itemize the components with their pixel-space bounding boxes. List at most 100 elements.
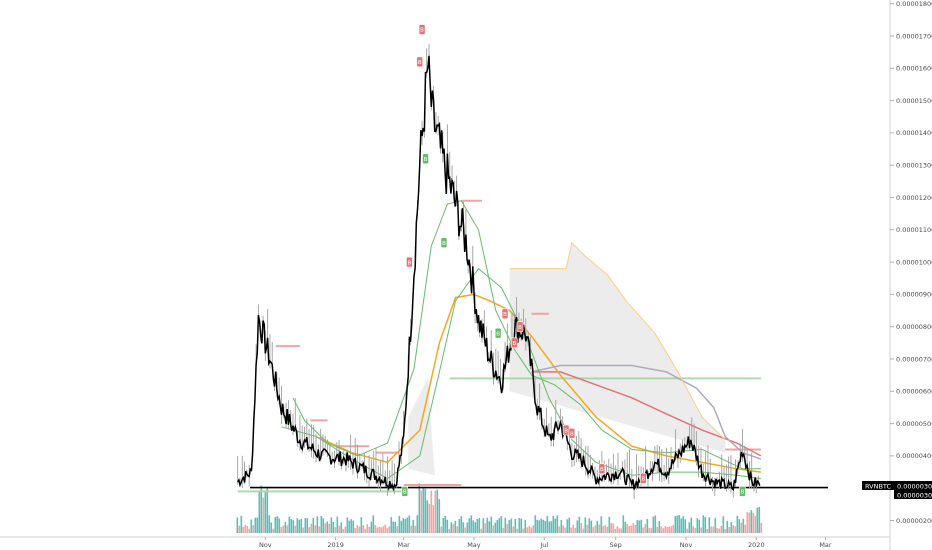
volume-bar — [330, 517, 333, 533]
volume-bar — [530, 527, 533, 533]
volume-bar — [590, 520, 593, 533]
signal-marker[interactable]: B — [562, 424, 570, 436]
volume-bar — [518, 517, 521, 533]
volume-bar — [578, 516, 581, 533]
volume-bar — [334, 527, 337, 533]
x-axis[interactable]: Nov 2019 Mar May Jul Sep Nov 2020 Mar — [0, 536, 890, 549]
volume-bar — [686, 528, 689, 533]
volume-bar — [290, 519, 293, 533]
volume-bar — [498, 518, 501, 533]
volume-bar — [280, 526, 283, 533]
volume-bar — [278, 518, 281, 533]
volume-bar — [662, 528, 665, 533]
signal-marker[interactable]: B — [640, 473, 647, 484]
volume-bar — [746, 512, 749, 533]
volume-bar — [456, 526, 459, 533]
signal-marker[interactable]: B — [406, 256, 413, 268]
volume-bar — [236, 517, 239, 533]
volume-bar — [514, 518, 517, 533]
volume-bar — [698, 519, 701, 533]
volume-bar — [364, 528, 367, 533]
volume-bar — [370, 521, 373, 533]
signal-marker[interactable]: B — [501, 308, 509, 320]
signal-marker[interactable]: B — [494, 327, 502, 339]
volume-bar — [284, 521, 287, 533]
signal-marker[interactable]: B — [418, 24, 426, 35]
volume-bar — [312, 517, 315, 533]
volume-bar — [474, 522, 477, 533]
volume-bar — [608, 516, 611, 533]
volume-bar — [684, 519, 687, 533]
volume-bar — [580, 523, 583, 533]
volume-bar — [616, 526, 619, 533]
volume-bar — [526, 527, 529, 533]
volume-bar — [478, 517, 481, 533]
volume-bar — [356, 525, 359, 533]
volume-bar — [394, 521, 397, 533]
symbol-badge-price: 0.00000306 — [897, 483, 932, 491]
volume-bar — [546, 516, 549, 533]
volume-bar — [704, 517, 707, 533]
volume-bar — [378, 526, 381, 533]
volume-bar — [724, 528, 727, 533]
signal-marker[interactable]: B — [510, 337, 518, 349]
volume-bar — [592, 527, 595, 533]
volume-bar — [666, 526, 669, 533]
signal-marker[interactable]: B — [422, 153, 429, 165]
volume-bar — [508, 520, 511, 533]
volume-bar — [644, 524, 647, 533]
volume-bar — [524, 520, 527, 533]
y-tick-label: 0.00001100 — [896, 226, 932, 234]
volume-bar — [270, 522, 273, 533]
volume-bar — [406, 517, 409, 533]
signal-marker[interactable]: B — [416, 56, 424, 68]
ichimoku-cloud-edge-line — [509, 241, 726, 441]
volume-bar — [446, 519, 449, 533]
volume-bar — [400, 520, 403, 533]
volume-bar — [624, 521, 627, 533]
volume-bar — [282, 525, 285, 533]
signal-marker[interactable]: B — [401, 486, 409, 497]
volume-bar — [552, 515, 555, 533]
volume-bar — [736, 515, 739, 533]
volume-bar — [634, 524, 637, 533]
volume-bar — [570, 527, 573, 533]
volume-bar — [740, 522, 743, 533]
volume-bar — [738, 519, 741, 533]
y-tick-label: 0.00001800 — [896, 0, 932, 8]
volume-bar — [252, 525, 255, 533]
volume-bar — [328, 523, 331, 533]
x-tick-label: 2020 — [748, 541, 765, 549]
y-axis[interactable]: 0.00001800 0.00001700 0.00001600 0.00001500… — [889, 0, 932, 550]
signal-marker[interactable]: B — [516, 321, 524, 333]
volume-bar — [268, 515, 271, 533]
volume-bar — [408, 515, 411, 533]
signal-marker[interactable]: B — [440, 237, 448, 249]
y-tick-label: 0.00000900 — [896, 291, 932, 299]
volume-bar — [468, 518, 471, 533]
volume-bar — [484, 523, 487, 533]
volume-bar — [534, 515, 537, 533]
volume-bar — [492, 525, 495, 533]
bollinger-lower-line — [281, 267, 761, 480]
signal-marker[interactable]: B — [739, 486, 746, 497]
volume-bar — [594, 525, 597, 533]
signal-marker-label: B — [424, 157, 428, 163]
volume-bar — [610, 522, 613, 533]
volume-bar — [658, 521, 661, 533]
volume-bar — [436, 489, 439, 533]
volume-bar — [476, 518, 479, 533]
signal-marker[interactable]: B — [598, 463, 606, 475]
volume-bar — [540, 518, 543, 533]
y-tick-label: 0.00001200 — [896, 194, 932, 202]
y-tick-label: 0.00000500 — [896, 420, 932, 428]
volume-bar — [676, 515, 679, 533]
y-tick-label: 0.00001300 — [896, 162, 932, 170]
volume-bar — [706, 528, 709, 533]
volume-bar — [504, 517, 507, 533]
volume-bar — [332, 521, 335, 533]
volume-bar — [294, 525, 297, 533]
volume-bar — [386, 528, 389, 533]
signal-marker[interactable]: B — [568, 427, 576, 439]
